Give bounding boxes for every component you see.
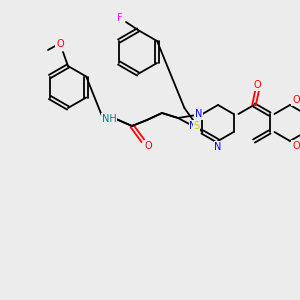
Text: F: F (117, 13, 123, 23)
Text: O: O (292, 95, 300, 105)
Text: N: N (214, 142, 222, 152)
Text: N: N (189, 121, 197, 131)
Text: O: O (144, 141, 152, 151)
Text: NH: NH (102, 114, 116, 124)
Text: O: O (253, 80, 261, 90)
Text: O: O (56, 39, 64, 49)
Text: O: O (292, 141, 300, 151)
Text: S: S (193, 121, 200, 131)
Text: N: N (195, 109, 202, 119)
